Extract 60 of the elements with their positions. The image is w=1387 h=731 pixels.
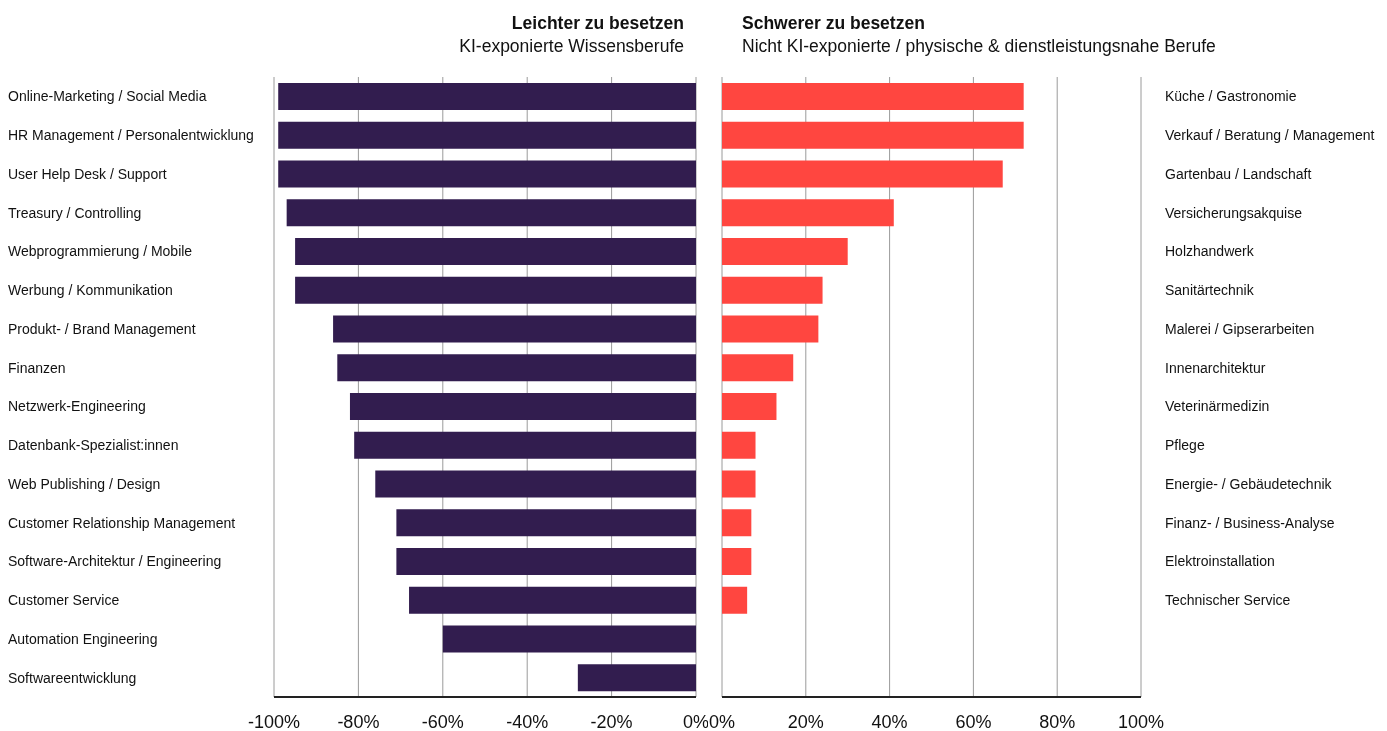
y-tick-label: Veterinärmedizin — [1165, 398, 1270, 415]
bar — [722, 199, 894, 227]
x-tick-label: -60% — [421, 711, 464, 731]
y-tick-label: Pflege — [1165, 437, 1205, 454]
x-tick-label: -40% — [506, 711, 549, 731]
chart-subtitle: Nicht KI-exponierte / physische & dienstleistungsnahe Berufe — [742, 35, 1216, 58]
y-tick-label: Werbung / Kommunikation — [8, 282, 173, 299]
bar — [722, 548, 752, 575]
x-tick-label: -100% — [247, 711, 301, 731]
y-tick-label: Netzwerk-Engineering — [8, 398, 146, 415]
y-tick-label: Sanitärtechnik — [1165, 282, 1255, 299]
y-tick-label: Webprogrammierung / Mobile — [8, 243, 193, 260]
chart-title: Schwerer zu besetzen — [742, 12, 926, 35]
y-tick-label: Finanz- / Business-Analyse — [1165, 514, 1335, 531]
y-tick-label: Produkt- / Brand Management — [8, 320, 196, 337]
bar — [722, 160, 1003, 188]
y-tick-label: Elektroinstallation — [1165, 553, 1275, 570]
chart-subtitle: KI-exponierte Wissensberufe — [459, 35, 684, 58]
bar — [722, 509, 752, 537]
x-tick-label: 20% — [787, 711, 824, 731]
y-tick-label: Softwareentwicklung — [8, 669, 137, 686]
y-tick-label: Automation Engineering — [8, 630, 158, 647]
bar — [722, 586, 748, 614]
y-tick-label: Customer Relationship Management — [8, 514, 236, 531]
chart-title: Leichter zu besetzen — [510, 12, 684, 35]
y-tick-label: Malerei / Gipserarbeiten — [1165, 320, 1315, 337]
y-tick-label: Gartenbau / Landschaft — [1165, 165, 1312, 182]
x-tick-label: 40% — [871, 711, 908, 731]
y-tick-label: Web Publishing / Design — [8, 475, 161, 492]
x-tick-label: -20% — [590, 711, 633, 731]
y-tick-label: Software-Architektur / Engineering — [8, 553, 222, 570]
y-tick-label: Online-Marketing / Social Media — [8, 88, 207, 105]
y-tick-label: Energie- / Gebäudetechnik — [1165, 475, 1333, 492]
bar — [722, 393, 777, 420]
x-tick-label: 80% — [1039, 711, 1076, 731]
y-tick-label: User Help Desk / Support — [8, 165, 167, 182]
y-tick-label: Finanzen — [8, 359, 66, 376]
x-tick-label: 0% — [682, 711, 710, 731]
bar — [722, 315, 819, 343]
x-tick-label: -80% — [337, 711, 380, 731]
bar — [722, 121, 1024, 149]
y-tick-label: Verkauf / Beratung / Management — [1165, 127, 1375, 144]
bar — [722, 470, 756, 498]
x-tick-label: 0% — [708, 711, 736, 731]
y-tick-label: Treasury / Controlling — [8, 204, 142, 221]
y-tick-label: Technischer Service — [1165, 592, 1291, 609]
x-tick-label: 60% — [955, 711, 992, 731]
y-tick-label: Datenbank-Spezialist:innen — [8, 437, 179, 454]
y-tick-label: Customer Service — [8, 592, 120, 609]
y-tick-label: Holzhandwerk — [1165, 243, 1255, 260]
y-tick-label: Küche / Gastronomie — [1165, 88, 1297, 105]
bar — [722, 354, 794, 382]
y-tick-label: Versicherungsakquise — [1165, 204, 1303, 221]
bar — [722, 276, 823, 304]
y-tick-label: Innenarchitektur — [1165, 359, 1266, 376]
x-tick-label: 100% — [1117, 711, 1165, 731]
bar — [722, 431, 756, 459]
bar — [722, 238, 848, 265]
bar — [722, 83, 1024, 110]
y-tick-label: HR Management / Personalentwicklung — [8, 127, 254, 144]
